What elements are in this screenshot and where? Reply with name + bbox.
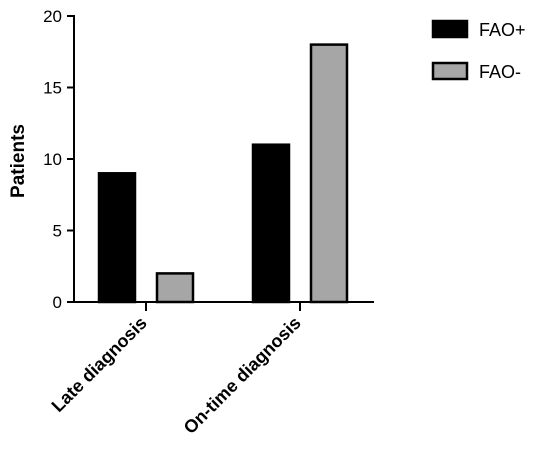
y-tick-label: 5 xyxy=(53,222,62,241)
y-axis-ticks: 0 5 10 15 20 xyxy=(43,7,74,312)
legend-label: FAO+ xyxy=(479,20,526,40)
y-tick-label: 15 xyxy=(43,79,62,98)
bars xyxy=(97,43,349,304)
x-axis-ticks: Late diagnosis On-time diagnosis xyxy=(48,302,305,438)
legend-swatch xyxy=(431,19,469,39)
y-tick-label: 10 xyxy=(43,150,62,169)
bar-faominus-on-time-diagnosis xyxy=(309,43,349,304)
legend: FAO+ FAO- xyxy=(431,19,526,82)
legend-label: FAO- xyxy=(479,62,521,82)
plot-area: 0 5 10 15 20 Late diagnosis On-time diagnosis xyxy=(43,7,374,438)
y-axis-title: Patients xyxy=(8,124,29,198)
x-tick-label: On-time diagnosis xyxy=(180,313,305,438)
x-tick-label: Late diagnosis xyxy=(48,313,151,416)
bar-faominus-late-diagnosis xyxy=(155,272,195,304)
legend-swatch xyxy=(431,61,469,81)
y-tick-label: 20 xyxy=(43,7,62,26)
y-tick-label: 0 xyxy=(53,293,62,312)
bar-faoplus-on-time-diagnosis xyxy=(251,143,291,304)
bar-faoplus-late-diagnosis xyxy=(97,172,137,304)
